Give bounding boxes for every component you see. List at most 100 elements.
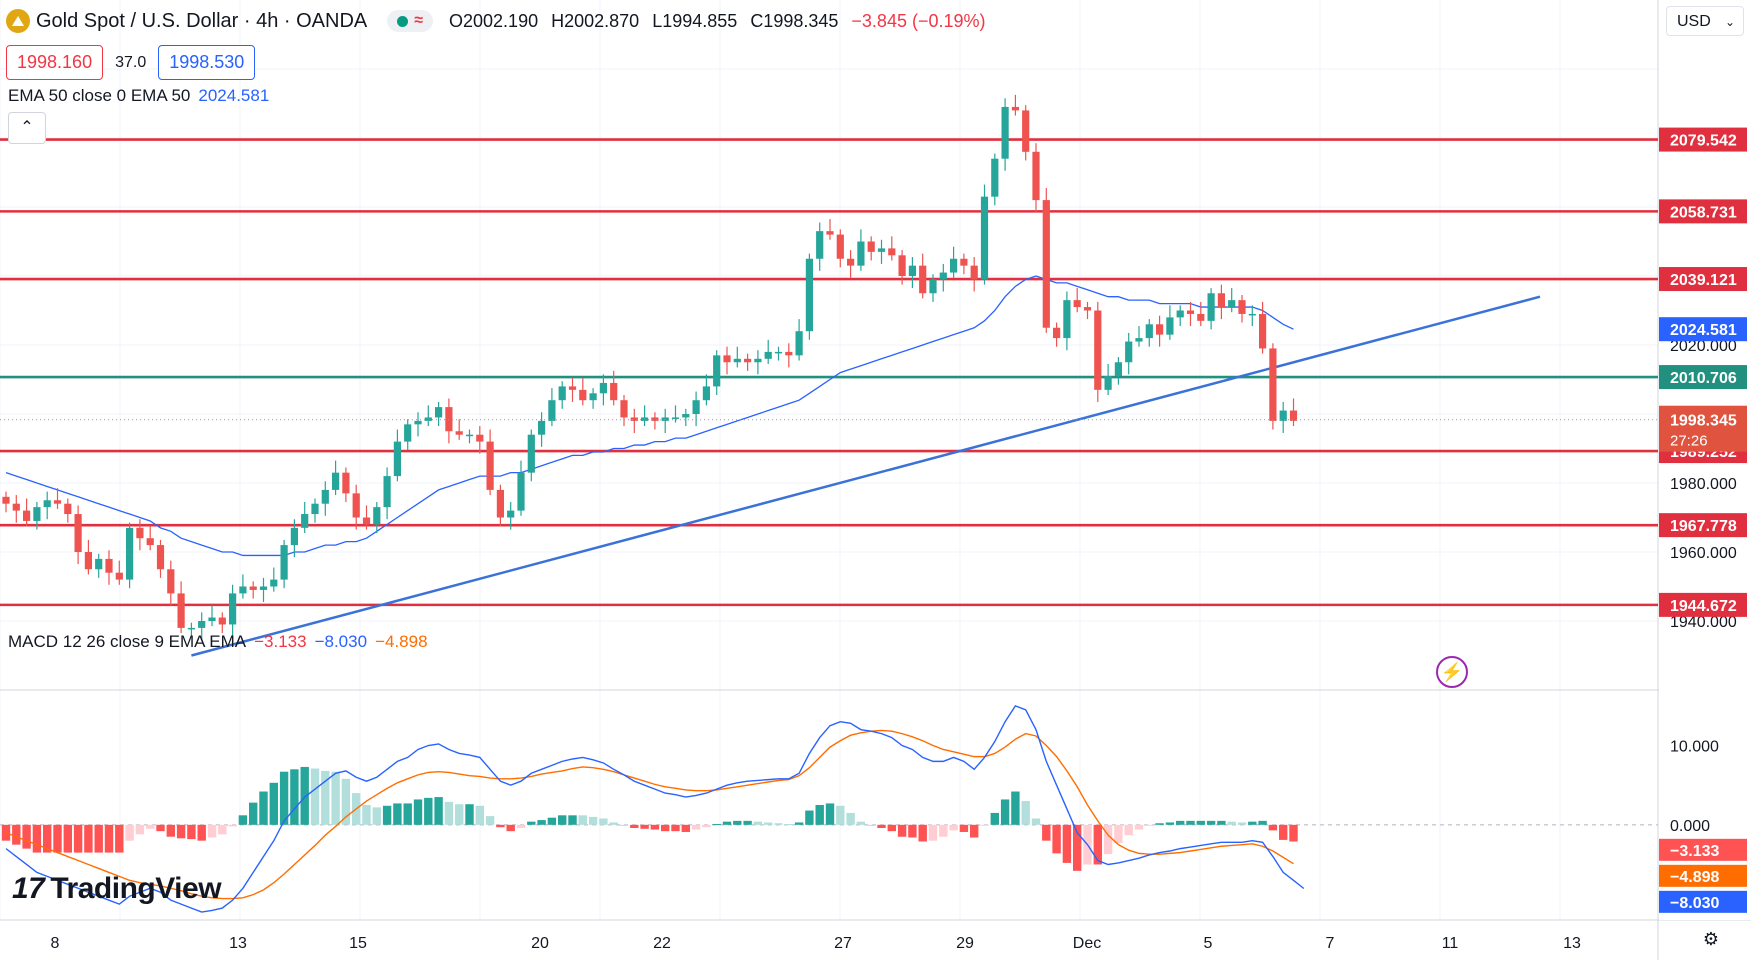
macd-value-label-bg xyxy=(1659,838,1747,861)
macd-hist-bar xyxy=(362,805,371,825)
macd-hist-bar xyxy=(1279,824,1288,840)
candle xyxy=(332,460,340,496)
ema-legend[interactable]: EMA 50 close 0 EMA 50 2024.581 xyxy=(8,86,269,106)
macd-hist-bar xyxy=(722,821,732,825)
candle xyxy=(486,429,494,496)
lightning-icon[interactable]: ⚡ xyxy=(1436,656,1468,688)
macd-hist-bar xyxy=(1093,824,1102,865)
macd-legend[interactable]: MACD 12 26 close 9 EMA EMA −3.133 −8.030 −4… xyxy=(8,632,428,652)
macd-hist-bar xyxy=(413,799,423,825)
spread-value: 37.0 xyxy=(115,53,147,71)
price-tick-label: 1960.000 xyxy=(1670,545,1737,562)
macd-hist-bar xyxy=(166,824,175,837)
macd-hist-bar xyxy=(640,824,649,829)
candle xyxy=(754,350,762,375)
high-value: H2002.870 xyxy=(551,10,640,31)
candle xyxy=(1053,322,1061,347)
macd-hist-bar xyxy=(733,820,742,825)
candle xyxy=(383,467,391,520)
macd-value-label: −3.133 xyxy=(1670,843,1719,860)
candle xyxy=(723,346,731,375)
macd-hist-bar xyxy=(1217,820,1226,825)
macd-hist-bar xyxy=(764,822,773,825)
macd-hist-bar xyxy=(43,824,52,853)
time-tick-label: 29 xyxy=(956,935,974,952)
candle xyxy=(507,501,515,530)
candle xyxy=(558,381,566,409)
macd-hist-bar xyxy=(434,797,443,825)
macd-hist-bar xyxy=(661,824,670,832)
macd-hist-bar xyxy=(1268,824,1278,831)
candle xyxy=(898,250,906,285)
candle xyxy=(610,370,618,406)
candle xyxy=(713,350,721,396)
time-tick-label: 13 xyxy=(1563,935,1581,952)
macd-hist-bar xyxy=(516,824,526,828)
macd-hist-bar xyxy=(403,803,412,825)
candle xyxy=(259,577,268,603)
time-tick-label: 7 xyxy=(1326,935,1335,952)
macd-hist-bar xyxy=(1206,820,1216,825)
macd-hist-bar xyxy=(506,824,515,832)
time-tick-label: 20 xyxy=(531,935,549,952)
gold-symbol-icon[interactable] xyxy=(6,9,30,33)
candle xyxy=(682,408,690,427)
buy-button[interactable]: 1998.530 xyxy=(158,45,256,80)
currency-select[interactable]: USD ⌄ xyxy=(1666,6,1744,36)
macd-hist-bar xyxy=(207,824,217,838)
candle xyxy=(1022,105,1030,161)
candle xyxy=(1207,288,1215,330)
candle xyxy=(342,467,350,502)
tradingview-logo[interactable]: 17 TradingView xyxy=(12,872,222,906)
macd-hist-bar xyxy=(1103,824,1113,855)
level-label-bg xyxy=(1659,365,1747,390)
candle xyxy=(1063,291,1071,351)
price-axis[interactable]: 2020.000 1980.000 1960.000 1940.000 2079.542… xyxy=(1659,0,1751,920)
candle xyxy=(208,605,216,627)
candle xyxy=(156,539,165,578)
price-tick-label: 2020.000 xyxy=(1670,338,1737,355)
candle xyxy=(538,412,546,447)
macd-line xyxy=(5,705,1305,913)
candle xyxy=(641,405,649,427)
collapse-legend-button[interactable]: ⌃ xyxy=(8,112,46,144)
horizontal-levels[interactable] xyxy=(0,138,1658,607)
macd-hist-bar xyxy=(218,824,227,835)
ema-axis-label: 2024.581 xyxy=(1670,322,1737,339)
time-tick-label: Dec xyxy=(1073,935,1101,952)
candle xyxy=(43,491,51,520)
candle xyxy=(857,229,865,271)
macd-hist-bar xyxy=(63,824,72,853)
candle xyxy=(527,429,535,482)
macd-hist-bar xyxy=(537,820,546,825)
candle xyxy=(929,274,937,302)
candle xyxy=(908,257,916,289)
macd-hist-bar xyxy=(372,807,381,825)
macd-hist-bar xyxy=(918,824,927,842)
macd-legend-label: MACD 12 26 close 9 EMA EMA xyxy=(8,632,247,651)
candle xyxy=(744,353,752,371)
time-axis[interactable]: 8 13 15 20 22 27 29 Dec 5 7 11 13 xyxy=(51,935,1581,952)
macd-hist-bar xyxy=(1062,824,1072,863)
trendline[interactable] xyxy=(191,295,1541,657)
symbol-title[interactable]: Gold Spot / U.S. Dollar · 4h · OANDA xyxy=(36,9,368,32)
settings-gear-icon[interactable]: ⚙ xyxy=(1702,929,1720,949)
candle xyxy=(115,560,123,585)
macd-hist-bar xyxy=(856,821,866,825)
market-status-pill[interactable]: ≈ xyxy=(387,10,434,32)
candle xyxy=(33,501,41,530)
level-label-bg xyxy=(1659,267,1747,292)
macd-hist-bar xyxy=(290,769,299,825)
level-label-bg xyxy=(1659,127,1747,152)
macd-hist-bar xyxy=(228,824,237,827)
candle xyxy=(435,401,443,427)
macd-hist-bar xyxy=(619,824,629,826)
macd-hist-bar xyxy=(897,824,907,837)
candles xyxy=(2,94,1298,640)
sell-button[interactable]: 1998.160 xyxy=(6,45,104,80)
macd-hist-bar xyxy=(12,824,21,845)
macd-hist-bar xyxy=(825,803,835,825)
macd-hist-bar xyxy=(681,824,690,832)
candle xyxy=(1238,294,1246,323)
